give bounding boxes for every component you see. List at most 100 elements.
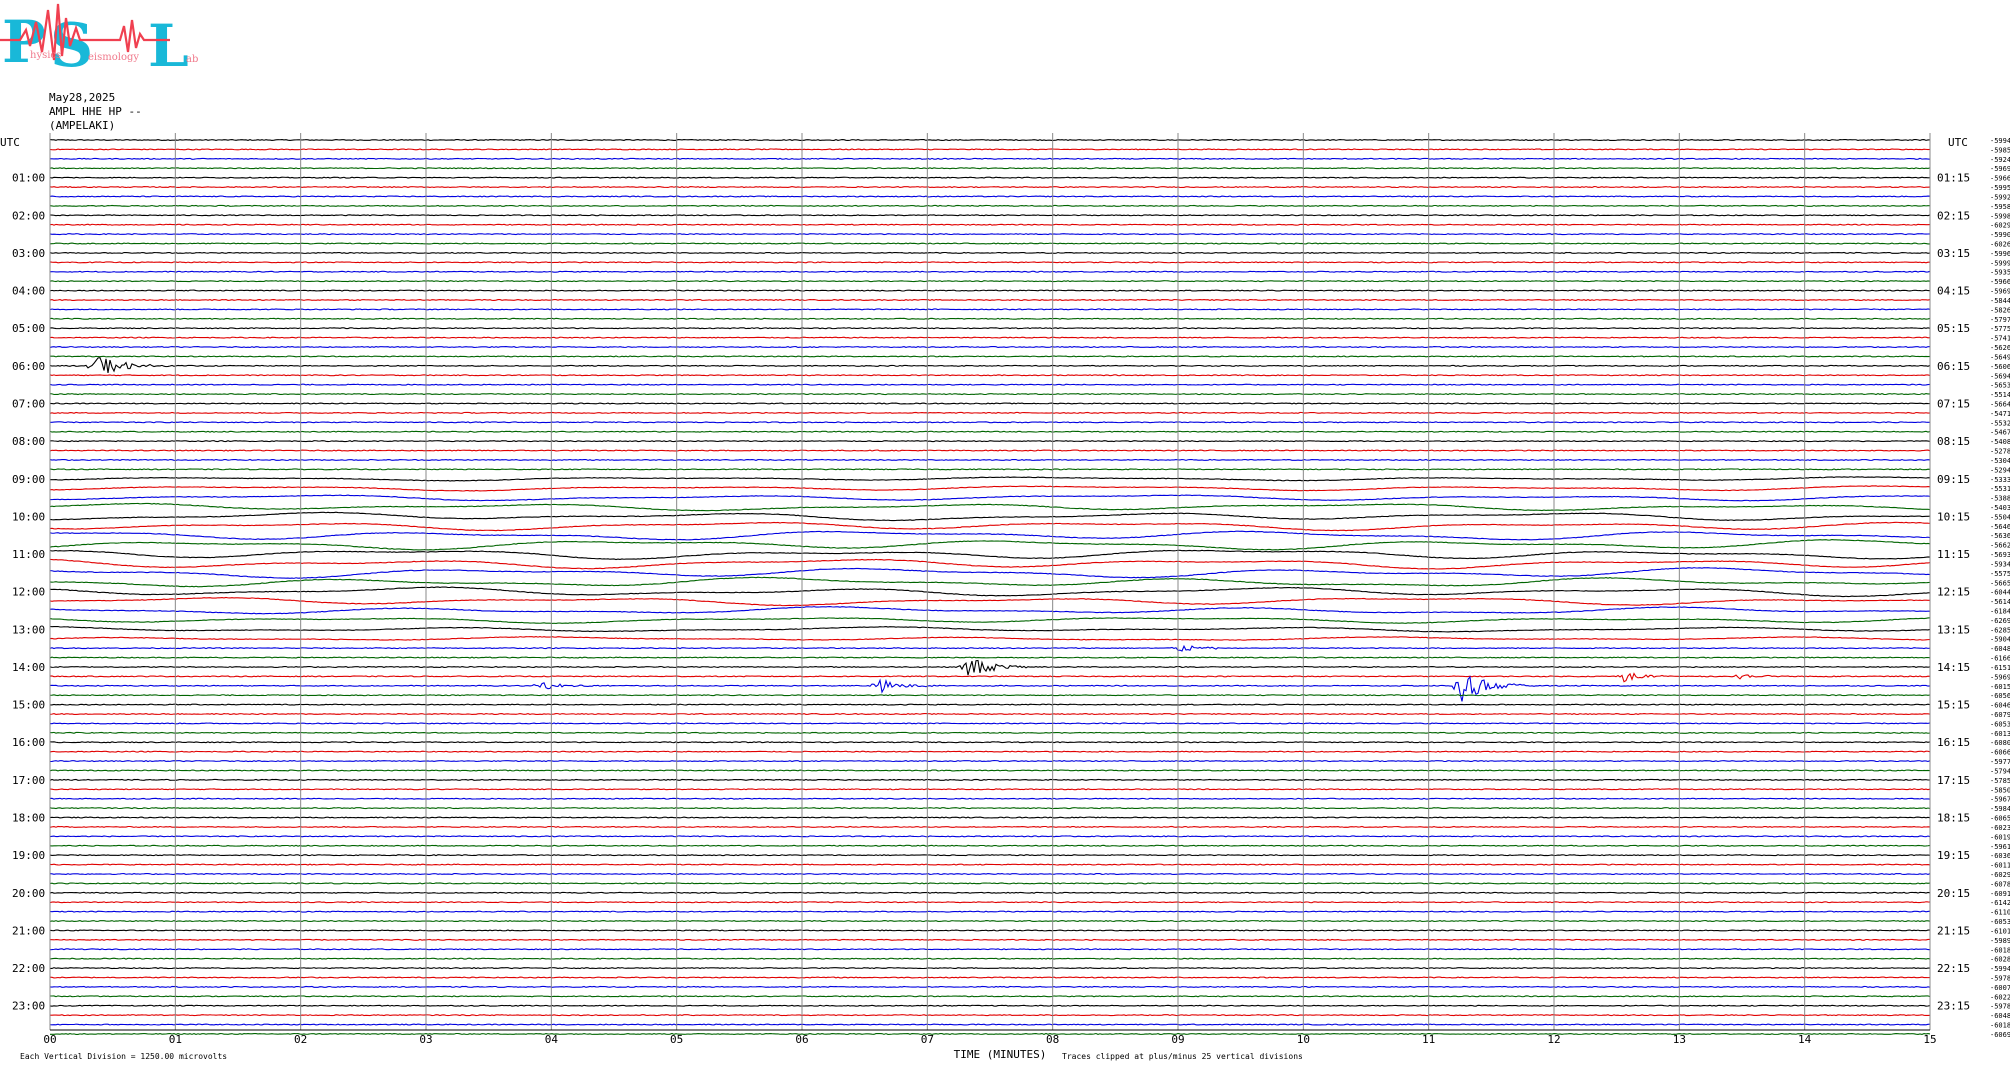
trace-line: [49, 644, 1931, 652]
logo-letter-l: L: [148, 12, 189, 78]
trace-value-label: -5985: [1990, 146, 2010, 154]
trace-value-label: -6091: [1990, 890, 2010, 898]
trace-value-label: -6151: [1990, 664, 2010, 672]
x-tick-label: 00: [43, 1033, 56, 1046]
trace-line: [49, 656, 1931, 659]
trace-line: [49, 872, 1931, 876]
hour-label-left: 03:00: [12, 247, 45, 260]
header-date: May28,2025: [49, 91, 116, 104]
trace-line: [49, 261, 1931, 264]
trace-value-label: -5408: [1990, 438, 2010, 446]
trace-line: [49, 558, 1931, 570]
hour-label-left: 13:00: [12, 623, 45, 636]
trace-line: [49, 596, 1931, 607]
trace-value-label: -5969: [1990, 673, 2010, 681]
trace-line: [49, 458, 1931, 461]
trace-value-label: -5467: [1990, 429, 2010, 437]
trace-value-label: -5984: [1990, 805, 2010, 813]
trace-line: [49, 605, 1931, 615]
header-station: (AMPELAKI): [49, 119, 116, 132]
trace-line: [49, 345, 1931, 349]
trace-value-label: -6048: [1990, 1012, 2010, 1020]
trace-line: [49, 835, 1931, 838]
trace-value-label: -6142: [1990, 899, 2010, 907]
utc-label-left: UTC: [0, 136, 20, 149]
trace-value-label: -6056: [1990, 692, 2010, 700]
trace-value-label: -5844: [1990, 297, 2010, 305]
trace-value-label: -5994: [1990, 965, 2010, 973]
trace-line: [49, 995, 1931, 998]
hour-label-right: 21:15: [1937, 924, 1970, 937]
trace-line: [49, 138, 1931, 142]
trace-line: [49, 374, 1931, 377]
trace-line: [49, 308, 1931, 311]
logo-text-ab: ab: [186, 54, 198, 65]
hour-label-right: 05:15: [1937, 322, 1970, 335]
trace-line: [49, 393, 1931, 396]
hour-label-right: 17:15: [1937, 774, 1970, 787]
trace-line: [49, 957, 1931, 960]
trace-line: [49, 280, 1931, 283]
trace-value-label: -5989: [1990, 937, 2010, 945]
trace-value-label: -5966: [1990, 175, 2010, 183]
trace-value-label: -5504: [1990, 513, 2010, 521]
trace-line: [49, 298, 1931, 301]
trace-value-label: -5636: [1990, 532, 2010, 540]
x-tick-label: 01: [169, 1033, 182, 1046]
footer-clip-note: Traces clipped at plus/minus 25 vertical…: [1062, 1052, 1303, 1061]
trace-line: [49, 430, 1931, 433]
trace-line: [49, 485, 1931, 492]
x-tick-label: 03: [419, 1033, 432, 1046]
trace-value-label: -5531: [1990, 485, 2010, 493]
trace-line: [49, 675, 1931, 702]
trace-line: [49, 863, 1931, 866]
trace-value-label: -6079: [1990, 711, 2010, 719]
trace-value-label: -6184: [1990, 608, 2010, 616]
trace-value-label: -5990: [1990, 231, 2010, 239]
hour-label-right: 11:15: [1937, 548, 1970, 561]
trace-value-label: -5992: [1990, 193, 2010, 201]
trace-value-label: -5304: [1990, 457, 2010, 465]
trace-value-label: -5794: [1990, 767, 2010, 775]
hour-label-left: 16:00: [12, 736, 45, 749]
hour-label-right: 23:15: [1937, 1000, 1970, 1013]
hour-label-right: 10:15: [1937, 510, 1970, 523]
trace-value-label: -6029: [1990, 871, 2010, 879]
x-tick-label: 12: [1547, 1033, 1560, 1046]
hour-label-right: 09:15: [1937, 473, 1970, 486]
trace-line: [49, 176, 1931, 179]
trace-value-label: -6065: [1990, 815, 2010, 823]
x-tick-label: 02: [294, 1033, 307, 1046]
trace-value-label: -6046: [1990, 702, 2010, 710]
trace-line: [49, 440, 1931, 443]
trace-line: [49, 854, 1931, 857]
trace-value-label: -5294: [1990, 466, 2010, 474]
trace-line: [49, 625, 1931, 633]
trace-line: [49, 195, 1931, 198]
trace-line: [49, 844, 1931, 847]
trace-value-label: -6078: [1990, 880, 2010, 888]
trace-line: [49, 576, 1931, 588]
trace-line: [49, 929, 1930, 932]
trace-line: [49, 167, 1931, 170]
trace-line: [49, 672, 1931, 683]
trace-line: [49, 659, 1931, 676]
trace-value-label: -5741: [1990, 335, 2010, 343]
hour-label-right: 15:15: [1937, 699, 1970, 712]
trace-value-label: -6013: [1990, 730, 2010, 738]
trace-value-label: -5961: [1990, 843, 2010, 851]
trace-line: [49, 468, 1931, 471]
trace-value-label: -6015: [1990, 683, 2010, 691]
x-tick-label: 11: [1422, 1033, 1435, 1046]
trace-value-label: -5998: [1990, 212, 2010, 220]
trace-value-label: -6048: [1990, 645, 2010, 653]
psl-logo: P S L hysics eismology ab: [0, 3, 198, 78]
hour-label-right: 22:15: [1937, 962, 1970, 975]
hour-label-left: 07:00: [12, 397, 45, 410]
x-tick-label: 07: [921, 1033, 934, 1046]
trace-line: [49, 617, 1931, 624]
trace-line: [49, 741, 1931, 744]
trace-line: [49, 411, 1931, 414]
logo-text-hysics: hysics: [30, 50, 61, 61]
